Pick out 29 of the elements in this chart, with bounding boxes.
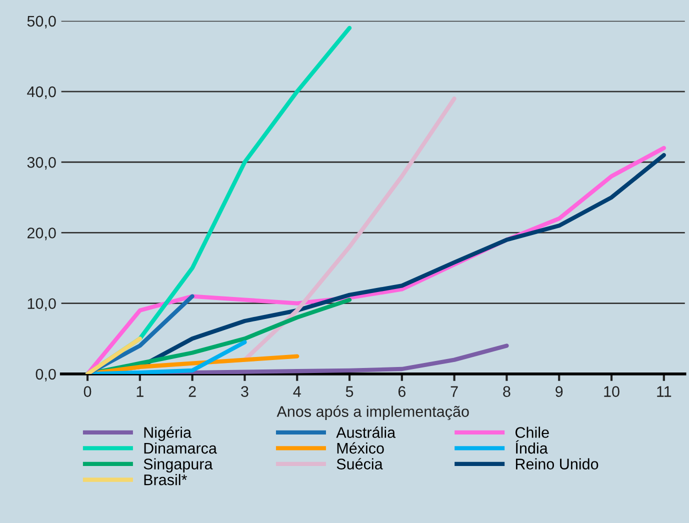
x-tick-label: 8 <box>503 386 510 397</box>
legend-label: Nigéria <box>144 426 192 441</box>
y-tick-label: 30,0 <box>27 157 56 170</box>
legend-label: Dinamarca <box>144 442 217 454</box>
legend-label: Chile <box>516 426 549 438</box>
x-tick-label: 9 <box>556 386 563 397</box>
y-tick-label: 10,0 <box>28 298 56 311</box>
x-tick-label: 10 <box>604 386 620 397</box>
x-tick-label: 5 <box>346 386 354 397</box>
x-tick-label: 6 <box>398 386 406 397</box>
x-tick-label: 0 <box>84 386 92 397</box>
x-axis-title: Anos após a implementação <box>276 406 469 420</box>
x-tick-label: 4 <box>293 386 301 397</box>
x-tick-label: 11 <box>657 386 672 397</box>
x-tick-label: 3 <box>241 386 248 397</box>
legend-label: Reino Unido <box>516 458 598 470</box>
y-tick-label: 20,0 <box>27 228 56 240</box>
legend-label: México <box>337 442 384 454</box>
legend-label: Brasil* <box>144 474 187 486</box>
y-tick-label: 50,0 <box>27 16 56 28</box>
x-tick-label: 2 <box>188 386 196 397</box>
legend-label: Suécia <box>336 458 383 470</box>
x-tick-label: 7 <box>450 386 458 397</box>
legend-label: Austrália <box>336 426 396 438</box>
legend-label: Índia <box>516 440 548 454</box>
y-tick-label: 0,0 <box>36 368 56 382</box>
legend-label: Singapura <box>144 458 213 472</box>
y-tick-label: 40,0 <box>27 86 56 100</box>
x-tick-label: 1 <box>136 386 144 397</box>
